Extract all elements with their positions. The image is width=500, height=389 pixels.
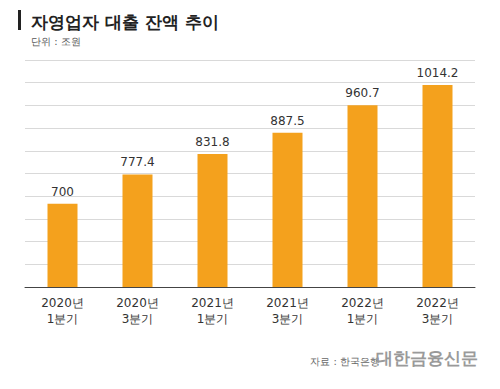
svg-text:1분기: 1분기 (197, 312, 229, 326)
svg-text:2020년: 2020년 (41, 296, 84, 310)
svg-text:777.4: 777.4 (120, 155, 154, 169)
svg-text:자료 : 한국은행: 자료 : 한국은행 (310, 356, 380, 367)
svg-text:1014.2: 1014.2 (417, 66, 459, 80)
svg-text:자영업자 대출 잔액 추이: 자영업자 대출 잔액 추이 (31, 12, 219, 32)
svg-text:3분기: 3분기 (422, 312, 454, 326)
svg-text:2021년: 2021년 (266, 296, 309, 310)
svg-text:2022년: 2022년 (416, 296, 459, 310)
svg-text:2020년: 2020년 (116, 296, 159, 310)
svg-text:960.7: 960.7 (345, 86, 379, 100)
svg-text:700: 700 (51, 185, 74, 199)
svg-text:1분기: 1분기 (347, 312, 379, 326)
svg-text:단위 : 조원: 단위 : 조원 (31, 36, 81, 47)
svg-text:3분기: 3분기 (122, 312, 154, 326)
svg-text:1분기: 1분기 (47, 312, 79, 326)
svg-text:2021년: 2021년 (191, 296, 234, 310)
svg-text:대한금융신문: 대한금융신문 (376, 348, 478, 368)
svg-text:2022년: 2022년 (341, 296, 384, 310)
svg-text:887.5: 887.5 (270, 114, 304, 128)
svg-text:831.8: 831.8 (195, 135, 229, 149)
svg-text:3분기: 3분기 (272, 312, 304, 326)
